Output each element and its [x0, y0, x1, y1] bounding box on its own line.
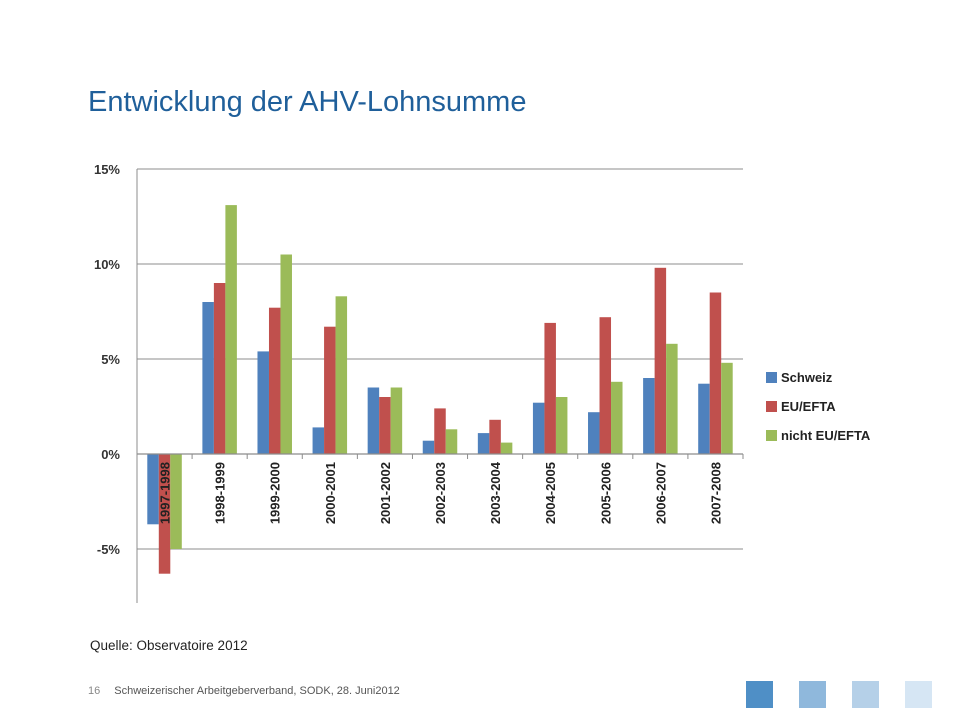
bar	[379, 397, 391, 454]
x-tick-label: 1999-2000	[268, 462, 283, 524]
bar	[390, 387, 403, 454]
bar	[268, 307, 281, 454]
source-note: Quelle: Observatoire 2012	[90, 638, 248, 653]
legend-label: nicht EU/EFTA	[781, 428, 871, 443]
bar	[698, 383, 710, 454]
x-tick-label: 2000-2001	[323, 462, 338, 524]
bar	[666, 343, 678, 454]
footer: 16 Schweizerischer Arbeitgeberverband, SO…	[88, 685, 400, 697]
y-tick-label: -5%	[97, 542, 121, 557]
x-tick-label: 1997-1998	[158, 462, 173, 524]
bar	[324, 326, 336, 454]
y-tick-label: 0%	[101, 447, 120, 462]
y-tick-label: 10%	[94, 257, 120, 272]
bar	[532, 402, 545, 454]
x-tick-label: 1998-1999	[213, 462, 228, 524]
legend-label: Schweiz	[781, 370, 833, 385]
bar	[611, 381, 623, 454]
bar	[500, 442, 513, 454]
bar	[367, 387, 380, 454]
bar	[170, 454, 182, 549]
y-tick-label: 5%	[101, 352, 120, 367]
legend-label: EU/EFTA	[781, 399, 836, 414]
bar	[643, 378, 655, 454]
bar	[654, 267, 667, 454]
bar	[213, 283, 226, 454]
x-tick-label: 2006-2007	[653, 462, 668, 524]
bar	[434, 408, 446, 454]
bar	[544, 322, 556, 454]
bar-chart: 15% 10% 5% 0% -5% 1997-1998 1998-1999 1999-2000…	[94, 162, 871, 603]
bar	[422, 440, 435, 454]
decor-square-2	[799, 681, 826, 708]
x-tick-label: 2004-2005	[543, 462, 558, 524]
footer-text: Schweizerischer Arbeitgeberverband, SODK…	[114, 685, 400, 697]
bar	[588, 412, 600, 454]
x-tick-label: 2003-2004	[488, 461, 503, 524]
bar	[445, 429, 458, 454]
bar	[280, 254, 292, 454]
legend-swatch	[766, 401, 777, 412]
decor-square-4	[905, 681, 932, 708]
bar	[721, 362, 733, 454]
legend-swatch	[766, 372, 777, 383]
bar	[257, 351, 269, 454]
bar	[489, 419, 501, 454]
x-tick-label: 2001-2002	[378, 462, 393, 524]
slide-title: Entwicklung der AHV-Lohnsumme	[88, 86, 527, 118]
bar	[599, 317, 612, 454]
decor-square-3	[852, 681, 879, 708]
bar	[312, 427, 325, 454]
bar	[555, 397, 568, 454]
bar	[147, 454, 159, 525]
decor-square-1	[746, 681, 773, 708]
bar	[477, 433, 490, 454]
legend-swatch	[766, 430, 777, 441]
bar	[225, 205, 237, 454]
bar	[709, 292, 722, 454]
x-tick-label: 2007-2008	[708, 462, 723, 524]
bar	[202, 302, 214, 454]
bar	[158, 454, 171, 574]
bar	[335, 296, 348, 454]
x-tick-label: 2002-2003	[433, 462, 448, 524]
x-tick-label: 2005-2006	[598, 462, 613, 524]
y-tick-label: 15%	[94, 162, 120, 177]
page-number: 16	[88, 685, 101, 697]
